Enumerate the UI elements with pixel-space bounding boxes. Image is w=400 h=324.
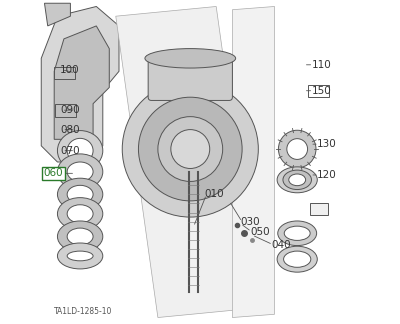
Text: 100: 100 [60, 65, 80, 75]
Ellipse shape [284, 251, 311, 267]
Ellipse shape [67, 162, 93, 181]
Circle shape [122, 81, 258, 217]
Polygon shape [232, 6, 274, 318]
Circle shape [158, 117, 223, 181]
Ellipse shape [277, 167, 317, 193]
Text: 130: 130 [317, 139, 337, 149]
Ellipse shape [67, 138, 93, 163]
Text: 030: 030 [240, 217, 260, 227]
Ellipse shape [278, 221, 317, 246]
Ellipse shape [58, 178, 103, 211]
Ellipse shape [284, 226, 310, 240]
Ellipse shape [58, 198, 103, 230]
Ellipse shape [67, 185, 93, 203]
FancyBboxPatch shape [148, 55, 232, 100]
Ellipse shape [284, 172, 311, 188]
Text: 050: 050 [250, 227, 270, 237]
Text: 120: 120 [317, 170, 337, 180]
Text: 060: 060 [44, 168, 63, 178]
Circle shape [171, 130, 210, 168]
Ellipse shape [67, 205, 93, 223]
Text: 070: 070 [61, 146, 80, 156]
Ellipse shape [289, 174, 306, 186]
Circle shape [287, 139, 308, 159]
Ellipse shape [283, 170, 312, 190]
Text: 090: 090 [60, 105, 80, 115]
Text: TA1LD-1285-10: TA1LD-1285-10 [54, 307, 112, 316]
Text: 080: 080 [61, 125, 80, 134]
Ellipse shape [67, 228, 93, 245]
Circle shape [138, 97, 242, 201]
Polygon shape [54, 26, 109, 139]
Ellipse shape [58, 243, 103, 269]
Polygon shape [44, 3, 70, 26]
Text: 150: 150 [312, 86, 332, 96]
Text: 040: 040 [271, 240, 291, 249]
Ellipse shape [277, 246, 317, 272]
Polygon shape [116, 6, 258, 318]
Text: 110: 110 [312, 60, 332, 70]
Polygon shape [41, 6, 119, 162]
Ellipse shape [58, 221, 103, 252]
Circle shape [278, 130, 316, 168]
Ellipse shape [145, 49, 236, 68]
Text: 010: 010 [205, 190, 224, 199]
Ellipse shape [58, 131, 103, 171]
Bar [310, 203, 328, 215]
Ellipse shape [58, 154, 103, 190]
Ellipse shape [67, 251, 93, 261]
